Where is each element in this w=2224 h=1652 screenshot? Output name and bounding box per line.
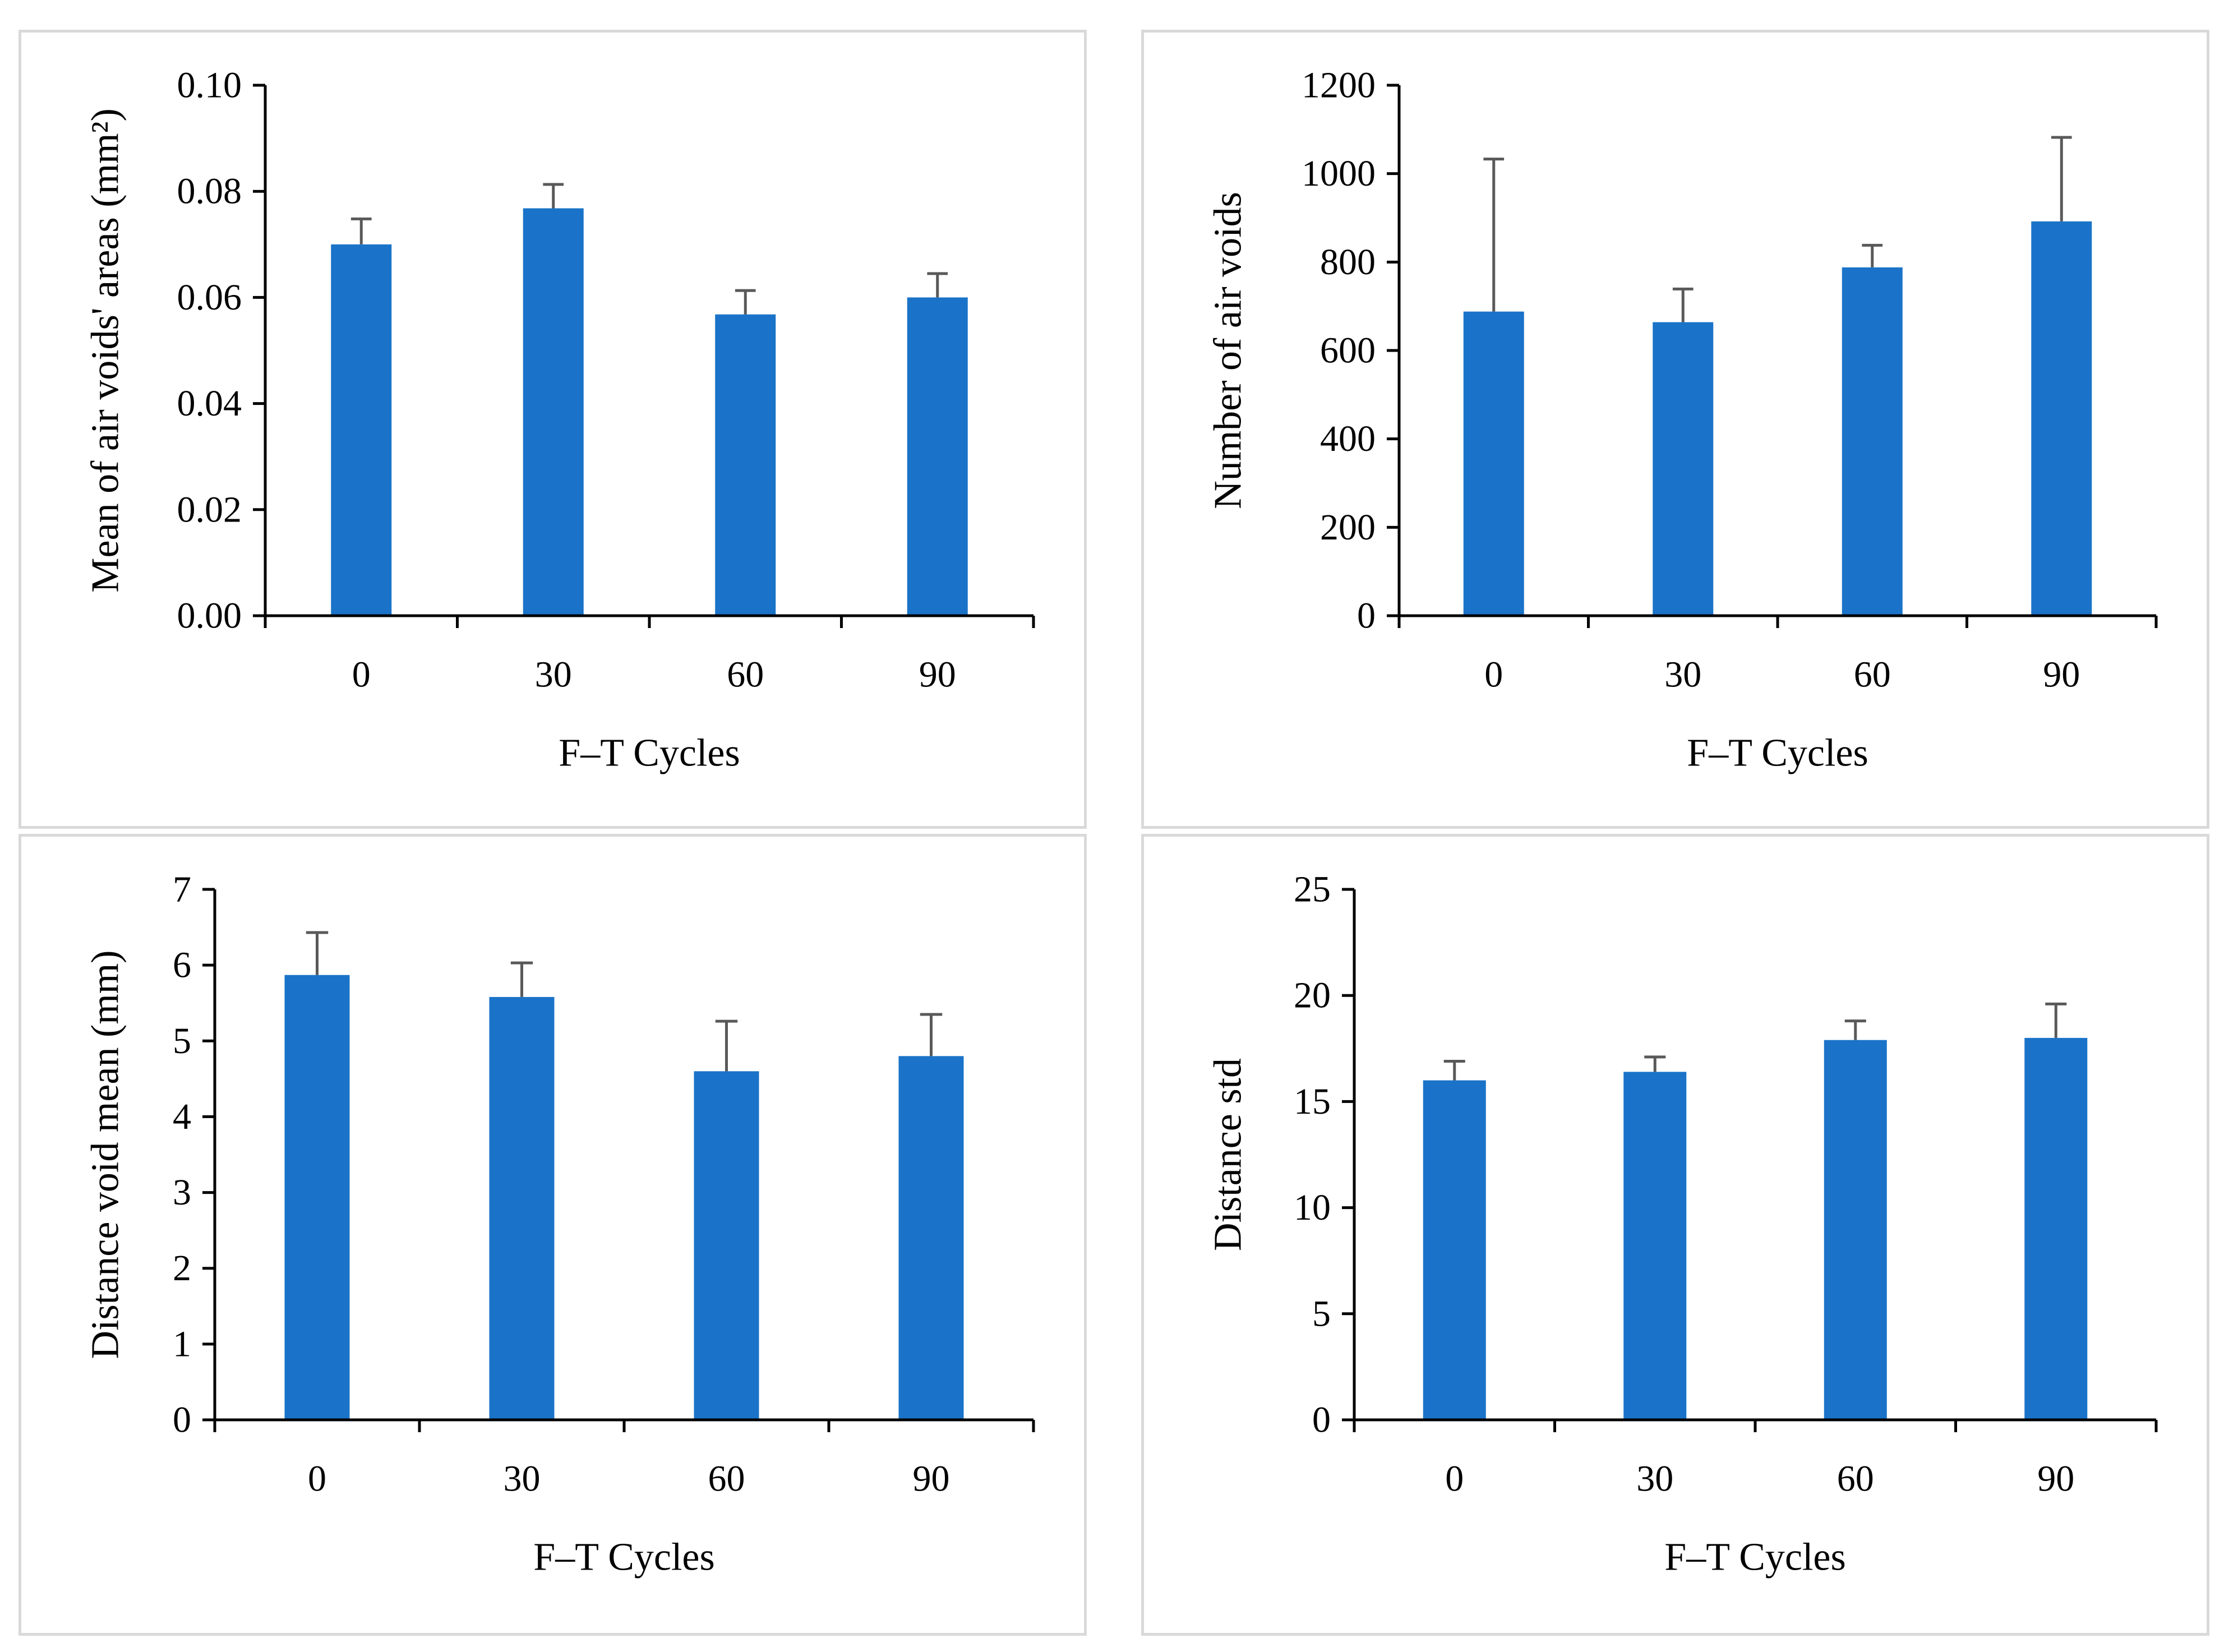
y-tick-label: 5 xyxy=(173,1021,191,1062)
x-axis-title: F–T Cycles xyxy=(559,732,740,775)
y-tick-label: 5 xyxy=(1312,1293,1331,1334)
bar-30 xyxy=(1623,1072,1687,1420)
x-tick-label: 30 xyxy=(504,1459,541,1499)
bar-0 xyxy=(284,975,350,1420)
chart-panel-distance-mean: 0 1 2 3 4 5 6 7 0 30 60 90 F–T Cycles Distance void m… xyxy=(19,834,1087,1636)
x-tick-label: 0 xyxy=(352,654,371,695)
y-tick-label: 0.06 xyxy=(177,277,242,318)
x-tick-label: 0 xyxy=(308,1459,326,1499)
bar-chart-mean-area: 0.00 0.02 0.04 0.06 0.08 0.10 0 30 60 90 F–T Cycle… xyxy=(84,65,1035,775)
y-tick-label: 0.02 xyxy=(177,489,242,530)
y-tick-label: 1200 xyxy=(1302,65,1376,106)
x-axis-title: F–T Cycles xyxy=(1664,1536,1845,1579)
x-tick-label: 90 xyxy=(919,654,956,695)
bar-0 xyxy=(331,244,392,616)
y-axis-title: Number of air voids xyxy=(1207,192,1250,509)
bar-60 xyxy=(694,1071,759,1420)
y-axis-title: Distance std xyxy=(1207,1058,1250,1251)
x-tick-label: 60 xyxy=(1854,654,1891,695)
bar-90 xyxy=(898,1056,964,1420)
bar-chart-distance-mean: 0 1 2 3 4 5 6 7 0 30 60 90 F–T Cycles Distance void m… xyxy=(84,869,1035,1579)
y-tick-label: 7 xyxy=(173,869,191,910)
y-tick-label: 0 xyxy=(173,1400,191,1441)
bar-0 xyxy=(1423,1080,1486,1420)
x-tick-label: 90 xyxy=(2043,654,2080,695)
y-tick-label: 0 xyxy=(1357,596,1376,636)
chart-panel-number-voids: 0 200 400 600 800 1000 1200 0 30 60 90 F–T Cycles Nu… xyxy=(1141,30,2209,829)
x-axis-title: F–T Cycles xyxy=(1687,732,1868,775)
y-tick-label: 800 xyxy=(1320,242,1376,283)
chart-panel-distance-std: 0 5 10 15 20 25 0 30 60 90 F–T Cycles Distance std xyxy=(1141,834,2209,1636)
y-tick-label: 600 xyxy=(1320,330,1376,371)
bar-90 xyxy=(907,297,968,616)
y-tick-label: 6 xyxy=(173,945,191,986)
x-axis-title: F–T Cycles xyxy=(533,1536,714,1579)
y-tick-label: 10 xyxy=(1294,1187,1331,1228)
x-tick-label: 90 xyxy=(2037,1459,2074,1499)
x-tick-label: 0 xyxy=(1484,654,1503,695)
x-tick-label: 60 xyxy=(708,1459,745,1499)
y-tick-label: 1 xyxy=(173,1323,191,1364)
bar-60 xyxy=(1824,1040,1887,1420)
y-tick-label: 2 xyxy=(173,1248,191,1289)
y-tick-label: 4 xyxy=(173,1096,191,1137)
bar-60 xyxy=(715,314,776,616)
bar-90 xyxy=(2031,221,2092,616)
chart-panel-mean-area: 0.00 0.02 0.04 0.06 0.08 0.10 0 30 60 90 F–T Cycle… xyxy=(19,30,1087,829)
y-tick-label: 1000 xyxy=(1302,153,1376,194)
y-tick-label: 20 xyxy=(1294,975,1331,1016)
y-tick-label: 400 xyxy=(1320,418,1376,459)
x-tick-label: 90 xyxy=(913,1459,950,1499)
x-tick-label: 0 xyxy=(1445,1459,1464,1499)
y-tick-label: 0.00 xyxy=(177,596,242,636)
y-tick-label: 0.04 xyxy=(177,383,242,424)
x-tick-label: 30 xyxy=(1664,654,1701,695)
x-tick-label: 30 xyxy=(1636,1459,1673,1499)
y-tick-label: 25 xyxy=(1294,869,1331,910)
y-tick-label: 0.08 xyxy=(177,171,242,212)
bar-30 xyxy=(523,208,584,616)
bar-90 xyxy=(2024,1037,2088,1420)
y-tick-label: 0 xyxy=(1312,1400,1331,1441)
bar-chart-number-voids: 0 200 400 600 800 1000 1200 0 30 60 90 F–T Cycles Nu… xyxy=(1207,65,2158,775)
bar-30 xyxy=(1653,322,1714,616)
bar-0 xyxy=(1463,311,1524,616)
x-tick-label: 30 xyxy=(535,654,572,695)
x-tick-label: 60 xyxy=(1837,1459,1874,1499)
bar-30 xyxy=(489,996,555,1420)
y-axis-title: Mean of air voids' areas (mm²) xyxy=(84,108,127,593)
y-tick-label: 0.10 xyxy=(177,65,242,106)
y-axis-title: Distance void mean (mm) xyxy=(84,950,127,1359)
y-tick-label: 15 xyxy=(1294,1081,1331,1122)
y-tick-label: 200 xyxy=(1320,507,1376,548)
bar-60 xyxy=(1842,267,1903,616)
y-tick-label: 3 xyxy=(173,1172,191,1213)
x-tick-label: 60 xyxy=(727,654,764,695)
bar-chart-distance-std: 0 5 10 15 20 25 0 30 60 90 F–T Cycles Distance std xyxy=(1207,869,2158,1579)
